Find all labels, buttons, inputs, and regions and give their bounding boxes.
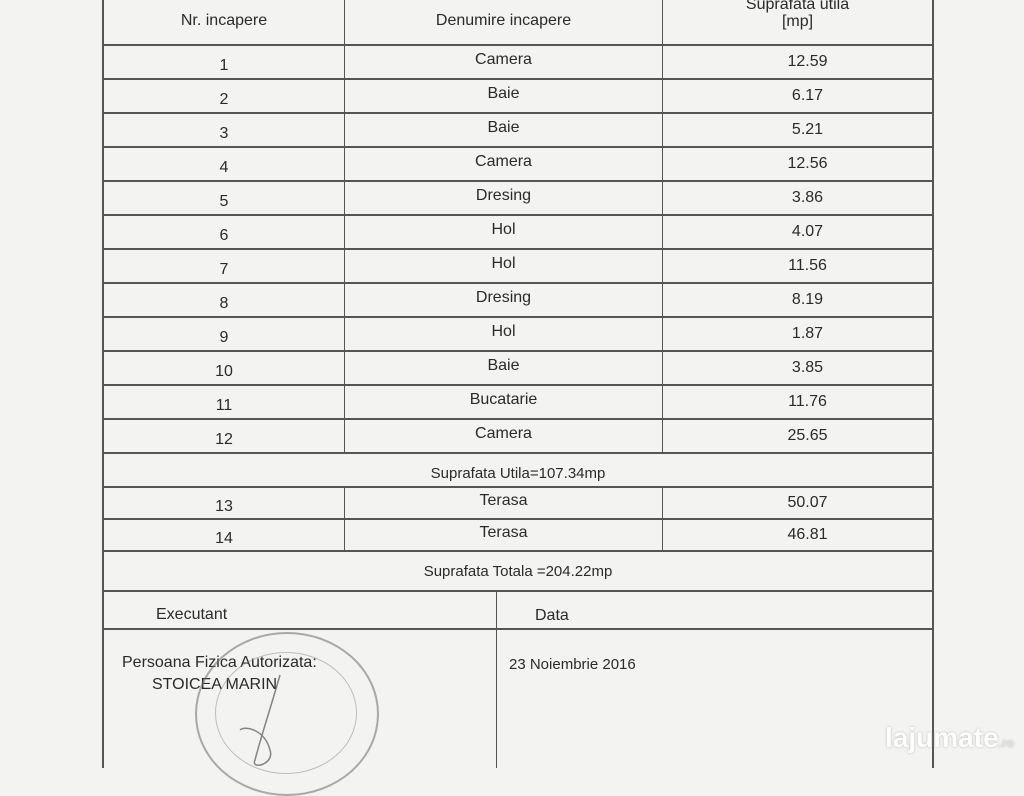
room-area: 11.76 [788,393,827,410]
table-row: 1 Camera 12.59 [104,46,932,80]
room-area: 46.81 [787,526,828,543]
header-area: Suprafata utila [mp] [663,0,932,44]
room-number: 10 [104,352,345,384]
header-area-unit: [mp] [781,13,814,30]
room-area: 8.19 [791,291,824,308]
table-row: 13 Terasa 50.07 [104,488,932,520]
room-name: Camera [345,420,663,452]
room-name: Bucatarie [345,386,663,418]
room-number: 13 [104,488,345,518]
watermark-brand: lajumate [885,722,999,753]
room-name: Hol [345,216,663,248]
room-area: 5.21 [791,121,824,138]
room-area-table: Nr. incapere Denumire incapere Suprafata… [102,0,934,768]
table-row: 12 Camera 25.65 [104,420,932,454]
room-number: 14 [104,520,345,550]
room-name: Dresing [345,284,663,316]
room-area: 3.85 [791,359,824,376]
room-name: Camera [345,46,663,78]
signature-header-row: Executant Data [104,592,932,630]
room-area: 50.07 [787,494,828,511]
room-number: 4 [104,148,345,180]
room-area: 12.56 [787,155,828,172]
room-number: 5 [104,182,345,214]
room-name: Terasa [345,520,663,550]
signature-icon [239,674,281,766]
room-name: Hol [345,318,663,350]
room-name: Terasa [345,488,663,518]
room-name: Baie [345,80,663,112]
room-area: 6.17 [791,87,824,104]
room-number: 7 [104,250,345,282]
room-number: 9 [104,318,345,350]
watermark-suffix: .ro [998,736,1014,750]
table-row: 8 Dresing 8.19 [104,284,932,318]
table-header: Nr. incapere Denumire incapere Suprafata… [104,0,932,46]
executant-label: Executant [156,606,228,623]
room-area: 25.65 [787,427,828,444]
room-number: 8 [104,284,345,316]
table-row: 6 Hol 4.07 [104,216,932,250]
watermark-logo: lajumate.ro [885,722,1014,754]
room-name: Baie [345,114,663,146]
total: Suprafata Totala =204.22mp [423,562,613,580]
header-area-label: Suprafata utila [745,0,850,13]
table-row: 7 Hol 11.56 [104,250,932,284]
room-number: 2 [104,80,345,112]
data-label: Data [535,607,569,624]
subtotal-row: Suprafata Utila=107.34mp [104,454,932,488]
room-area: 12.59 [787,53,828,70]
table-row: 14 Terasa 46.81 [104,520,932,552]
room-name: Camera [345,148,663,180]
table-row: 9 Hol 1.87 [104,318,932,352]
table-row: 10 Baie 3.85 [104,352,932,386]
room-number: 12 [104,420,345,452]
room-number: 3 [104,114,345,146]
total-row: Suprafata Totala =204.22mp [104,552,932,592]
document-date: 23 Noiembrie 2016 [509,656,636,673]
room-number: 11 [104,386,345,418]
room-number: 1 [104,46,345,78]
header-nr: Nr. incapere [104,0,345,44]
room-name: Dresing [345,182,663,214]
room-name: Hol [345,250,663,282]
room-area: 3.86 [791,189,824,206]
table-row: 4 Camera 12.56 [104,148,932,182]
table-row: 3 Baie 5.21 [104,114,932,148]
room-area: 11.56 [788,257,827,274]
table-row: 11 Bucatarie 11.76 [104,386,932,420]
header-name: Denumire incapere [345,0,663,44]
room-number: 6 [104,216,345,248]
table-row: 2 Baie 6.17 [104,80,932,114]
room-name: Baie [345,352,663,384]
room-area: 4.07 [791,223,824,240]
room-area: 1.87 [791,325,824,342]
table-row: 5 Dresing 3.86 [104,182,932,216]
subtotal: Suprafata Utila=107.34mp [430,464,606,482]
